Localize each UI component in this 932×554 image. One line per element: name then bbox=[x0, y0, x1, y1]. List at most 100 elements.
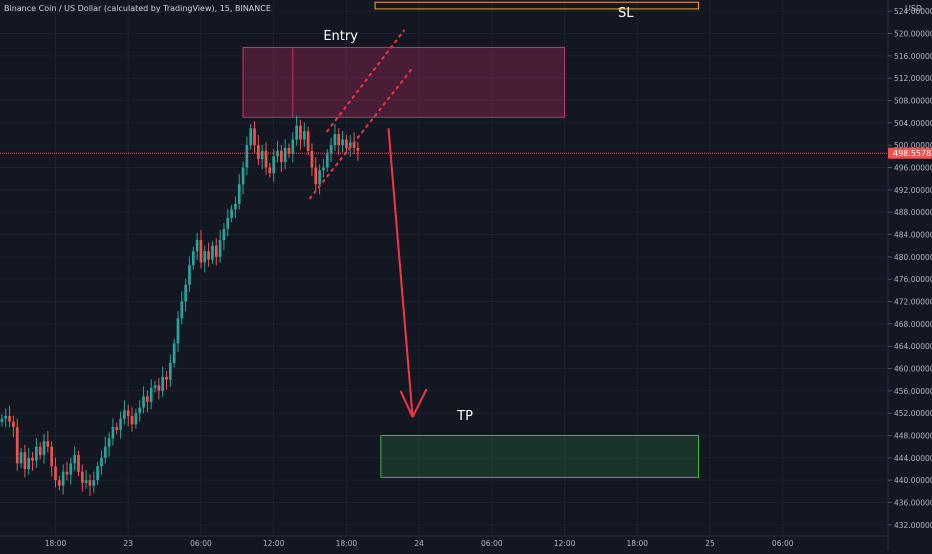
time-tick-label: 25 bbox=[705, 539, 715, 548]
candle bbox=[218, 230, 222, 263]
candle-body bbox=[138, 407, 142, 414]
last-price-badge bbox=[888, 147, 932, 159]
candle-body bbox=[88, 480, 92, 486]
candle bbox=[264, 142, 268, 175]
candle-body bbox=[4, 415, 8, 419]
candle bbox=[230, 204, 233, 223]
candle-body bbox=[287, 147, 291, 154]
candle bbox=[333, 123, 337, 152]
candle bbox=[249, 123, 253, 150]
candle-body bbox=[27, 457, 31, 469]
candle bbox=[226, 209, 230, 237]
candle-body bbox=[130, 415, 134, 425]
candle-body bbox=[279, 150, 283, 162]
candle bbox=[268, 163, 272, 178]
last-price-tag: 498.557833 bbox=[888, 147, 932, 159]
candle-body bbox=[302, 131, 306, 140]
price-tick-label: 480.000000 bbox=[894, 253, 932, 262]
price-tick-label: 492.000000 bbox=[894, 186, 932, 195]
candle bbox=[257, 135, 260, 165]
candle bbox=[130, 407, 134, 432]
candle bbox=[73, 446, 76, 471]
candle-body bbox=[314, 167, 318, 185]
time-tick-label: 06:00 bbox=[190, 539, 212, 548]
candle-body bbox=[165, 376, 168, 380]
candle bbox=[57, 475, 61, 491]
candle-body bbox=[92, 480, 96, 486]
candle-body bbox=[134, 413, 138, 425]
candle bbox=[61, 464, 65, 495]
candle bbox=[176, 310, 180, 353]
candle bbox=[260, 144, 264, 170]
price-tick-label: 456.000000 bbox=[894, 387, 932, 396]
candle bbox=[157, 377, 161, 400]
candle-body bbox=[115, 427, 119, 430]
candle-body bbox=[283, 147, 287, 162]
candle bbox=[283, 139, 287, 170]
candle bbox=[276, 140, 279, 163]
candle bbox=[96, 461, 99, 485]
candle bbox=[103, 436, 107, 464]
price-tick-label: 496.000000 bbox=[894, 164, 932, 173]
candle-body bbox=[146, 396, 149, 402]
candle-body bbox=[241, 167, 245, 185]
candle-body bbox=[218, 240, 222, 257]
candle bbox=[19, 447, 23, 468]
price-tick-label: 468.000000 bbox=[894, 320, 932, 329]
price-tick-label: 436.000000 bbox=[894, 499, 932, 508]
candle bbox=[54, 457, 57, 488]
candle-body bbox=[180, 301, 184, 319]
candle-body bbox=[19, 452, 23, 464]
candle bbox=[142, 386, 145, 414]
candle-body bbox=[230, 209, 233, 218]
candle-body bbox=[119, 418, 122, 430]
candle-body bbox=[103, 446, 107, 458]
candle-body bbox=[96, 466, 99, 481]
candle bbox=[341, 130, 344, 153]
arrow-head-left bbox=[399, 390, 414, 418]
candle-body bbox=[46, 441, 50, 447]
candle bbox=[241, 161, 245, 195]
candle-body bbox=[168, 362, 172, 380]
candle bbox=[8, 405, 11, 428]
candle bbox=[12, 415, 15, 438]
candle bbox=[100, 450, 103, 475]
chart-title: Binance Coin / US Dollar (calculated by … bbox=[4, 4, 271, 13]
time-axis[interactable]: 18:00 23 06:00 12:00 18:00 24 06:00 12:00 18:00 2… bbox=[0, 535, 888, 548]
candle-body bbox=[15, 427, 19, 464]
candle bbox=[222, 223, 226, 251]
candle bbox=[69, 457, 73, 485]
price-tick-label: 488.000000 bbox=[894, 208, 932, 217]
candle bbox=[291, 132, 295, 163]
candle bbox=[46, 431, 50, 453]
channel-upper bbox=[326, 29, 405, 133]
candle bbox=[134, 408, 138, 429]
candle bbox=[356, 142, 360, 161]
price-tick-label: 520.000000 bbox=[894, 30, 932, 39]
price-tick-label: 432.000000 bbox=[894, 521, 932, 530]
time-tick-label: 12:00 bbox=[263, 539, 285, 548]
candle bbox=[31, 451, 34, 471]
candle-body bbox=[35, 446, 38, 461]
candle-body bbox=[268, 167, 272, 174]
candle bbox=[207, 242, 210, 267]
price-tick-label: 464.000000 bbox=[894, 342, 932, 351]
price-axis[interactable]: 524.000000 520.000000 516.000000 512.000000… bbox=[887, 0, 932, 550]
candle-body bbox=[0, 418, 4, 423]
candle-body bbox=[214, 245, 218, 257]
candle-body bbox=[356, 147, 360, 151]
candle-body bbox=[161, 376, 165, 391]
candle-body bbox=[348, 142, 352, 148]
candle-body bbox=[295, 125, 298, 140]
candle bbox=[84, 470, 88, 489]
zones-layer bbox=[242, 1, 700, 478]
candle bbox=[111, 418, 115, 446]
entry-zone bbox=[242, 46, 566, 118]
candle-body bbox=[333, 134, 337, 146]
candle bbox=[299, 119, 302, 150]
candle bbox=[253, 121, 256, 154]
candle-body bbox=[211, 245, 214, 260]
candle bbox=[172, 338, 176, 368]
